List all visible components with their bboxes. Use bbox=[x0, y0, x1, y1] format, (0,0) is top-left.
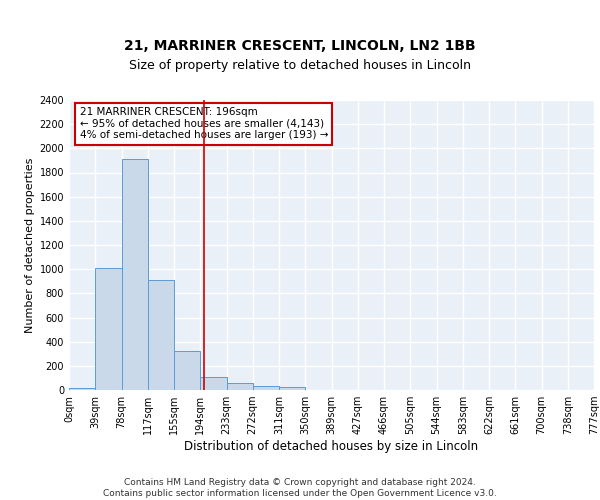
Bar bbox=[95, 268, 121, 390]
Bar bbox=[227, 384, 253, 390]
Text: 21 MARRINER CRESCENT: 196sqm
← 95% of detached houses are smaller (4,143)
4% of : 21 MARRINER CRESCENT: 196sqm ← 95% of de… bbox=[79, 108, 328, 140]
Bar bbox=[253, 386, 279, 390]
Bar bbox=[69, 388, 95, 390]
Bar bbox=[174, 352, 200, 390]
X-axis label: Distribution of detached houses by size in Lincoln: Distribution of detached houses by size … bbox=[184, 440, 479, 453]
Text: 21, MARRINER CRESCENT, LINCOLN, LN2 1BB: 21, MARRINER CRESCENT, LINCOLN, LN2 1BB bbox=[124, 38, 476, 52]
Bar bbox=[200, 376, 227, 390]
Text: Size of property relative to detached houses in Lincoln: Size of property relative to detached ho… bbox=[129, 60, 471, 72]
Text: Contains HM Land Registry data © Crown copyright and database right 2024.
Contai: Contains HM Land Registry data © Crown c… bbox=[103, 478, 497, 498]
Bar bbox=[148, 280, 174, 390]
Y-axis label: Number of detached properties: Number of detached properties bbox=[25, 158, 35, 332]
Bar bbox=[279, 387, 305, 390]
Bar bbox=[121, 159, 148, 390]
